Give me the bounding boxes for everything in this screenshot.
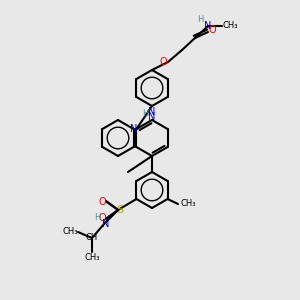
Text: N: N <box>204 21 212 31</box>
Text: O: O <box>98 213 106 223</box>
Text: N: N <box>102 219 110 229</box>
Text: H: H <box>94 212 100 221</box>
Text: H: H <box>142 109 148 118</box>
Text: N: N <box>148 107 156 117</box>
Text: H: H <box>197 16 203 25</box>
Text: CH₃: CH₃ <box>180 200 196 208</box>
Text: S: S <box>116 205 124 215</box>
Text: CH: CH <box>86 233 98 242</box>
Text: O: O <box>98 197 106 207</box>
Text: N: N <box>130 124 137 134</box>
Text: CH₃: CH₃ <box>222 22 238 31</box>
Text: CH₃: CH₃ <box>84 253 100 262</box>
Text: O: O <box>159 57 167 67</box>
Text: O: O <box>208 25 216 35</box>
Text: CH₃: CH₃ <box>62 227 78 236</box>
Text: N: N <box>148 112 156 122</box>
